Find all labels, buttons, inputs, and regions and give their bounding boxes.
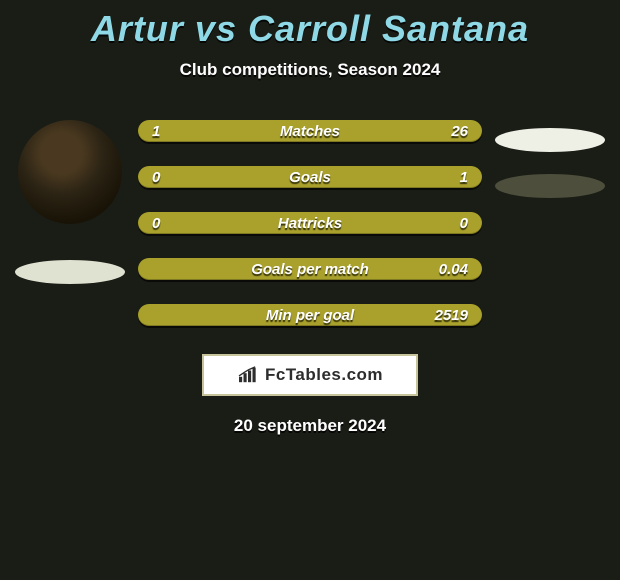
chart-icon <box>237 366 259 384</box>
comparison-panel: 1 Matches 26 0 Goals 1 0 Hattricks 0 Goa… <box>0 120 620 326</box>
stat-bars: 1 Matches 26 0 Goals 1 0 Hattricks 0 Goa… <box>130 120 490 326</box>
player-left-side <box>10 120 130 284</box>
player-right-side <box>490 120 610 198</box>
stat-row-goals: 0 Goals 1 <box>138 166 482 188</box>
stat-label: Goals <box>138 169 482 186</box>
stat-right-value: 26 <box>451 123 468 140</box>
stat-label: Min per goal <box>138 307 482 324</box>
subtitle: Club competitions, Season 2024 <box>0 60 620 80</box>
stat-label: Matches <box>138 123 482 140</box>
stat-row-hattricks: 0 Hattricks 0 <box>138 212 482 234</box>
stat-left-value: 1 <box>152 123 160 140</box>
stat-right-value: 2519 <box>435 307 468 324</box>
stat-right-value: 1 <box>460 169 468 186</box>
name-oval-left <box>15 260 125 284</box>
stat-row-goals-per-match: Goals per match 0.04 <box>138 258 482 280</box>
stat-right-value: 0 <box>460 215 468 232</box>
stat-label: Hattricks <box>138 215 482 232</box>
stat-left-value: 0 <box>152 215 160 232</box>
stat-right-value: 0.04 <box>439 261 468 278</box>
stat-label: Goals per match <box>138 261 482 278</box>
page-title: Artur vs Carroll Santana <box>0 0 620 50</box>
brand-badge: FcTables.com <box>202 354 418 396</box>
brand-text: FcTables.com <box>265 365 383 385</box>
stat-row-matches: 1 Matches 26 <box>138 120 482 142</box>
avatar-left <box>18 120 122 224</box>
name-oval-right-top <box>495 128 605 152</box>
stat-left-value: 0 <box>152 169 160 186</box>
name-oval-right-bottom <box>495 174 605 198</box>
stat-row-min-per-goal: Min per goal 2519 <box>138 304 482 326</box>
date-text: 20 september 2024 <box>0 416 620 436</box>
